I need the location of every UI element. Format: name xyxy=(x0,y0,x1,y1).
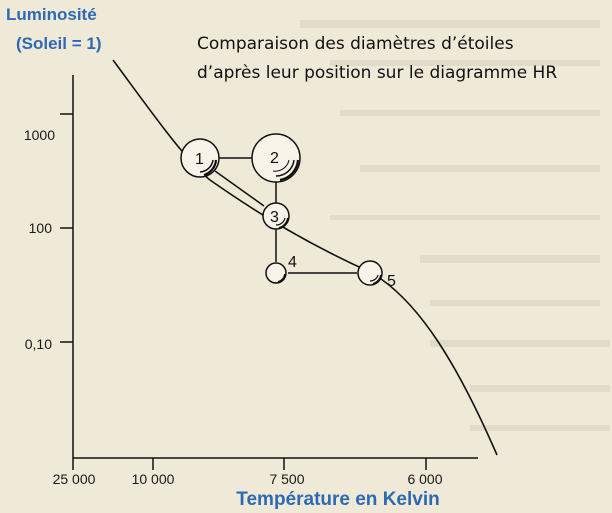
star-label-2: 2 xyxy=(270,150,279,167)
connector-1-3 xyxy=(214,170,265,207)
main-sequence-curve xyxy=(112,59,498,456)
x-axis-title: Température en Kelvin xyxy=(236,489,439,510)
chart-title-line-1: Comparaison des diamètres d’étoiles xyxy=(197,34,514,54)
star-label-1: 1 xyxy=(195,151,204,168)
star-1 xyxy=(180,138,220,178)
y-tick-label-0-10: 0,10 xyxy=(25,336,52,352)
star-2 xyxy=(251,133,301,183)
x-tick-label-7500: 7 500 xyxy=(269,471,304,487)
chart-title-line-2: d’après leur position sur le diagramme H… xyxy=(197,63,557,83)
y-axis-title-line-2: (Soleil = 1) xyxy=(16,34,102,53)
star-5 xyxy=(357,260,383,286)
star-4 xyxy=(265,262,287,284)
x-tick-label-6000: 6 000 xyxy=(407,471,442,487)
star-label-3: 3 xyxy=(270,209,279,226)
y-axis-title-line-1: Luminosité xyxy=(6,5,97,24)
star-label-5: 5 xyxy=(387,273,396,290)
x-tick-label-25000: 25 000 xyxy=(53,471,96,487)
star-label-4: 4 xyxy=(288,254,297,271)
x-tick-label-10000: 10 000 xyxy=(132,471,175,487)
y-tick-label-1000: 1000 xyxy=(24,127,55,143)
star-3 xyxy=(262,202,290,230)
y-tick-label-100: 100 xyxy=(29,220,53,236)
